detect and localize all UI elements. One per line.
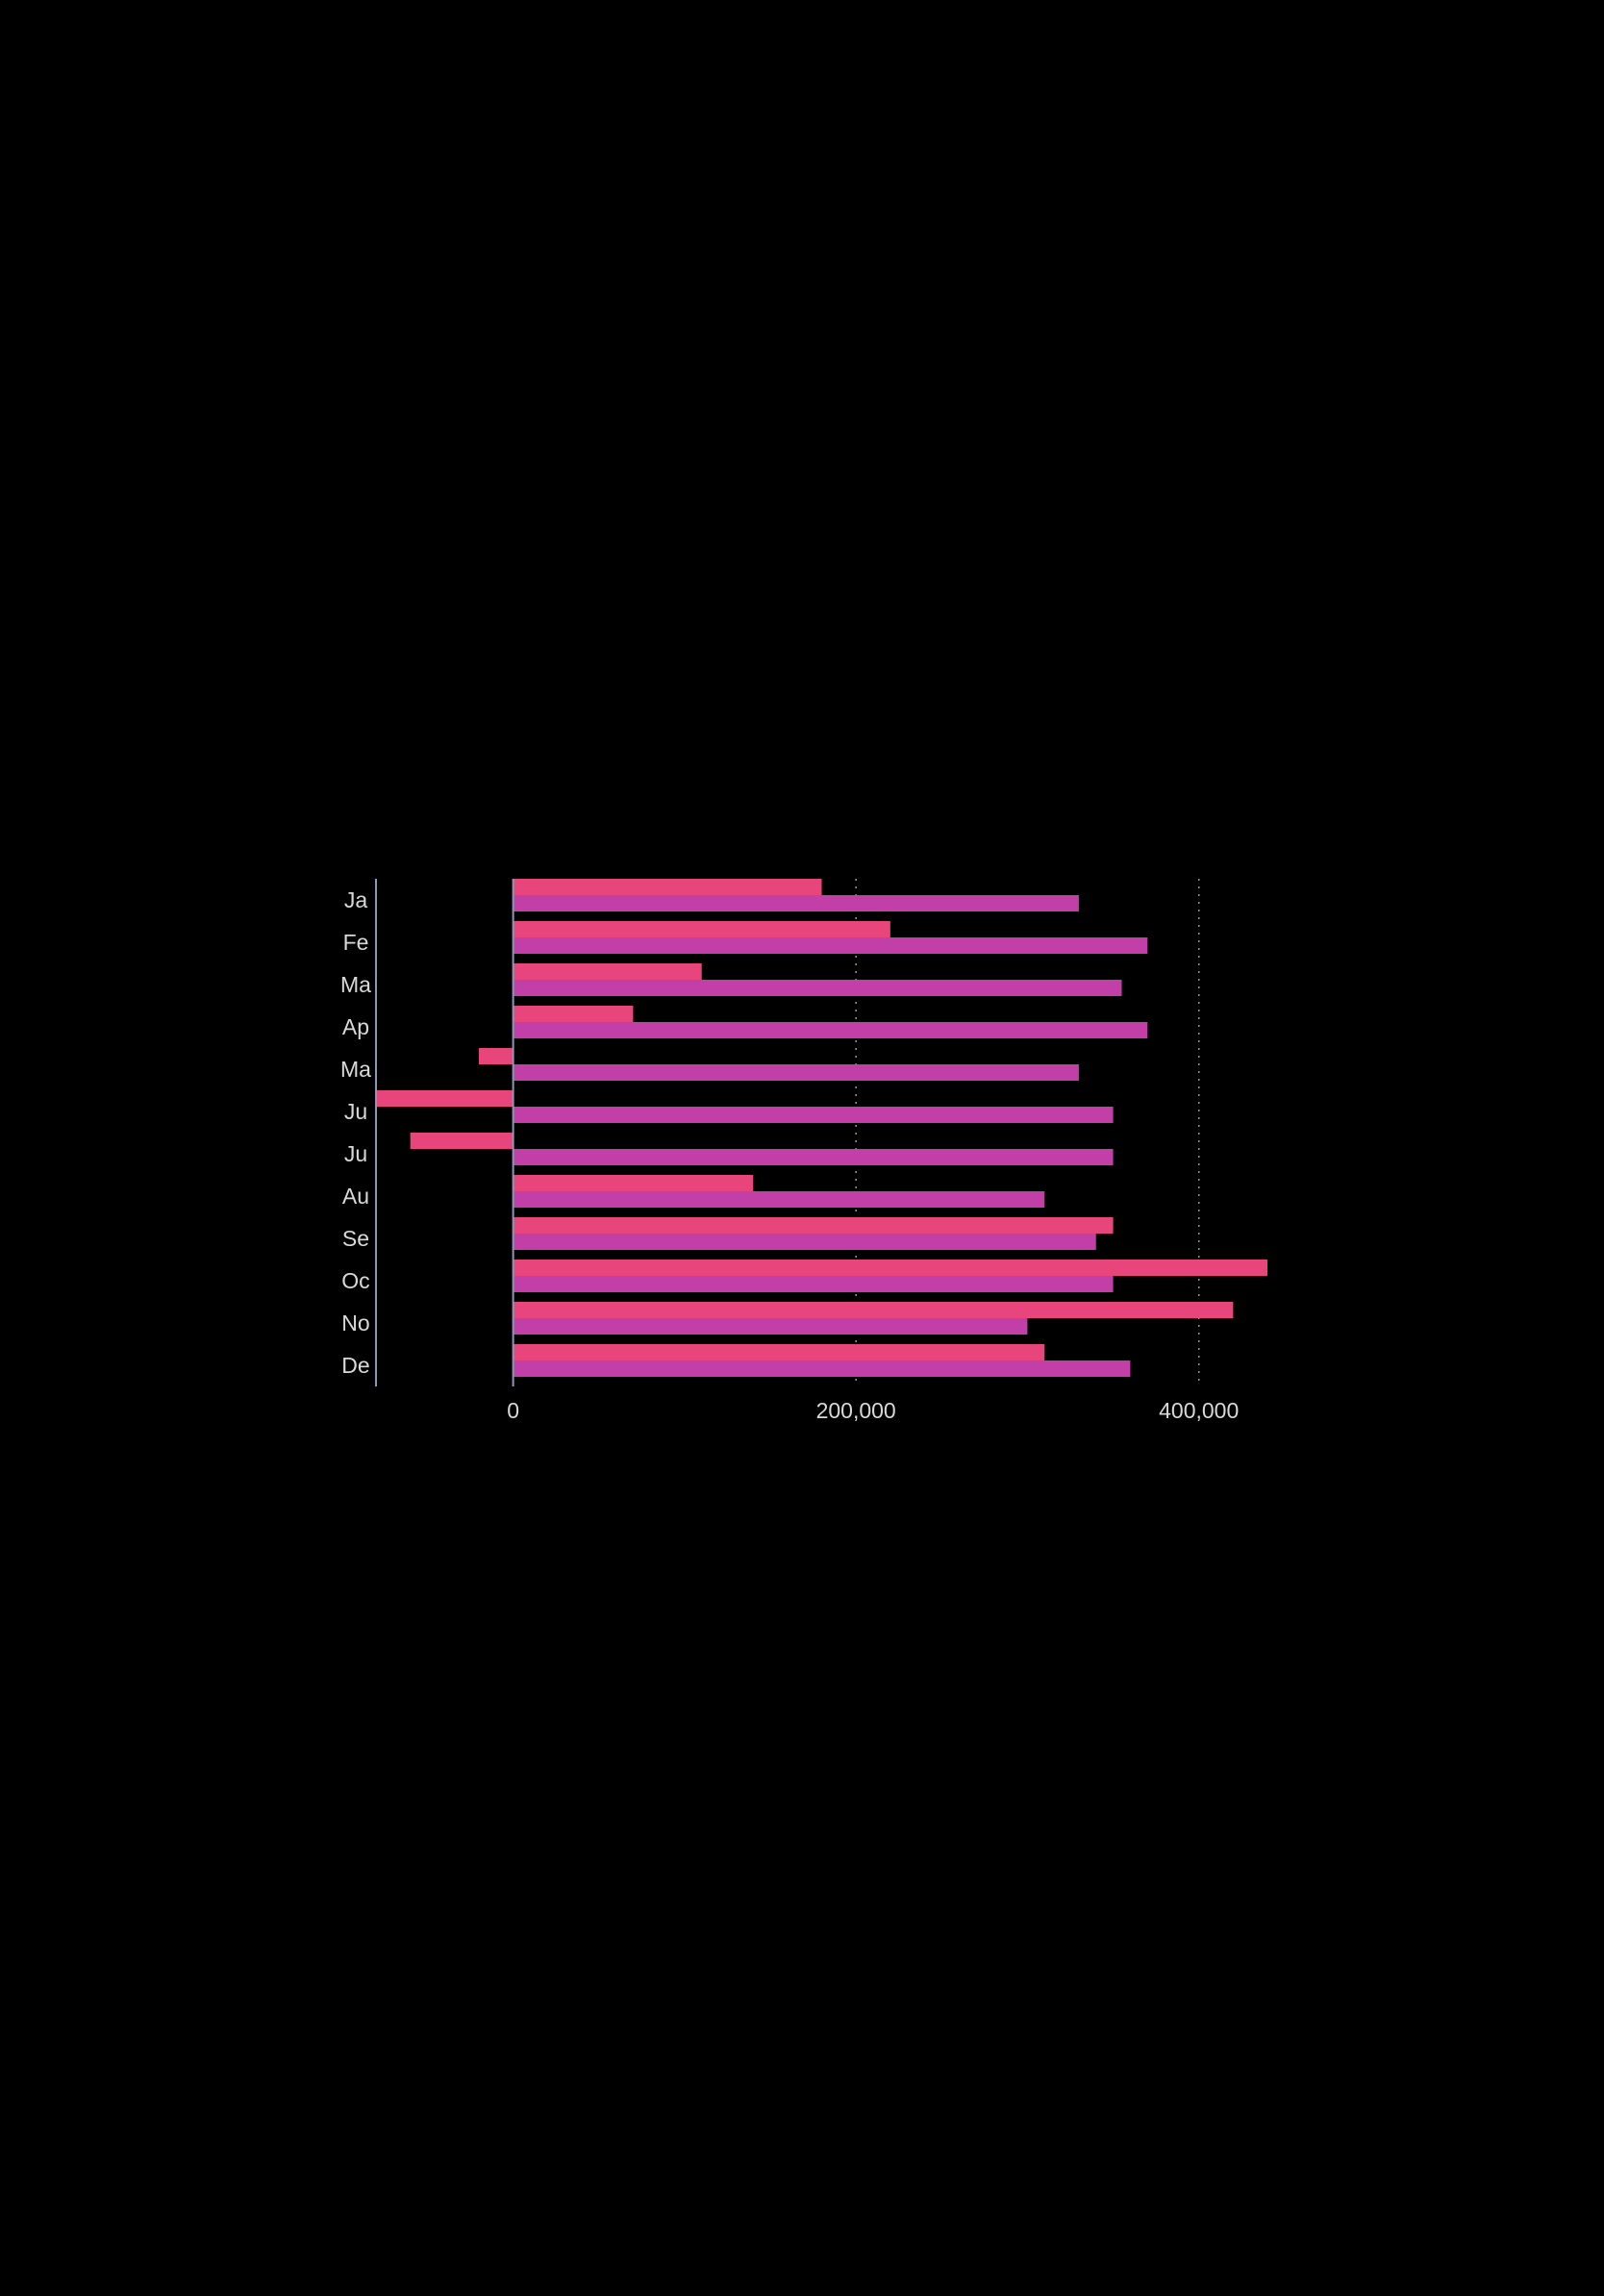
y-tick-label: Ma (340, 972, 371, 997)
axes (375, 879, 514, 1386)
bar (513, 895, 1079, 911)
bar (513, 1064, 1079, 1081)
bar (410, 1133, 514, 1149)
bar (513, 1234, 1096, 1250)
bar (513, 963, 702, 980)
bar (513, 1360, 1131, 1377)
bar (376, 1090, 514, 1107)
y-tick-label: Oc (341, 1268, 369, 1293)
bar (513, 921, 890, 937)
y-tick-label: De (341, 1353, 369, 1378)
y-tick-label: Ap (342, 1014, 369, 1039)
bar (513, 1260, 1267, 1276)
y-tick-label: Ju (344, 1141, 367, 1166)
bar (513, 1107, 1114, 1123)
y-tick-label: Ma (340, 1057, 371, 1082)
y-tick-label: No (341, 1310, 369, 1335)
bar (513, 937, 1148, 954)
bar (478, 1048, 514, 1064)
y-tick-label: Ju (344, 1099, 367, 1124)
bar (513, 1217, 1114, 1234)
labels: Ja Fe Ma Ap Ma Ju Ju Au Se Oc No De 0 200,000 400,000 (340, 887, 1239, 1423)
x-tick-label: 0 (507, 1398, 519, 1423)
bar (513, 1344, 1045, 1360)
bar (513, 1006, 634, 1022)
bar (513, 1318, 1028, 1335)
bar (513, 1191, 1045, 1208)
y-tick-label: Ja (344, 887, 368, 912)
bar (513, 1149, 1114, 1165)
bar (513, 1022, 1148, 1038)
x-tick-label: 200,000 (816, 1398, 896, 1423)
bar (513, 879, 822, 895)
bars (376, 879, 1267, 1377)
bar (513, 1302, 1234, 1318)
bar (513, 1175, 754, 1191)
bar (513, 1276, 1114, 1292)
y-tick-label: Au (342, 1184, 369, 1209)
x-tick-label: 400,000 (1159, 1398, 1239, 1423)
y-tick-label: Fe (343, 930, 369, 955)
y-tick-label: Se (342, 1226, 369, 1251)
bar (513, 980, 1122, 996)
